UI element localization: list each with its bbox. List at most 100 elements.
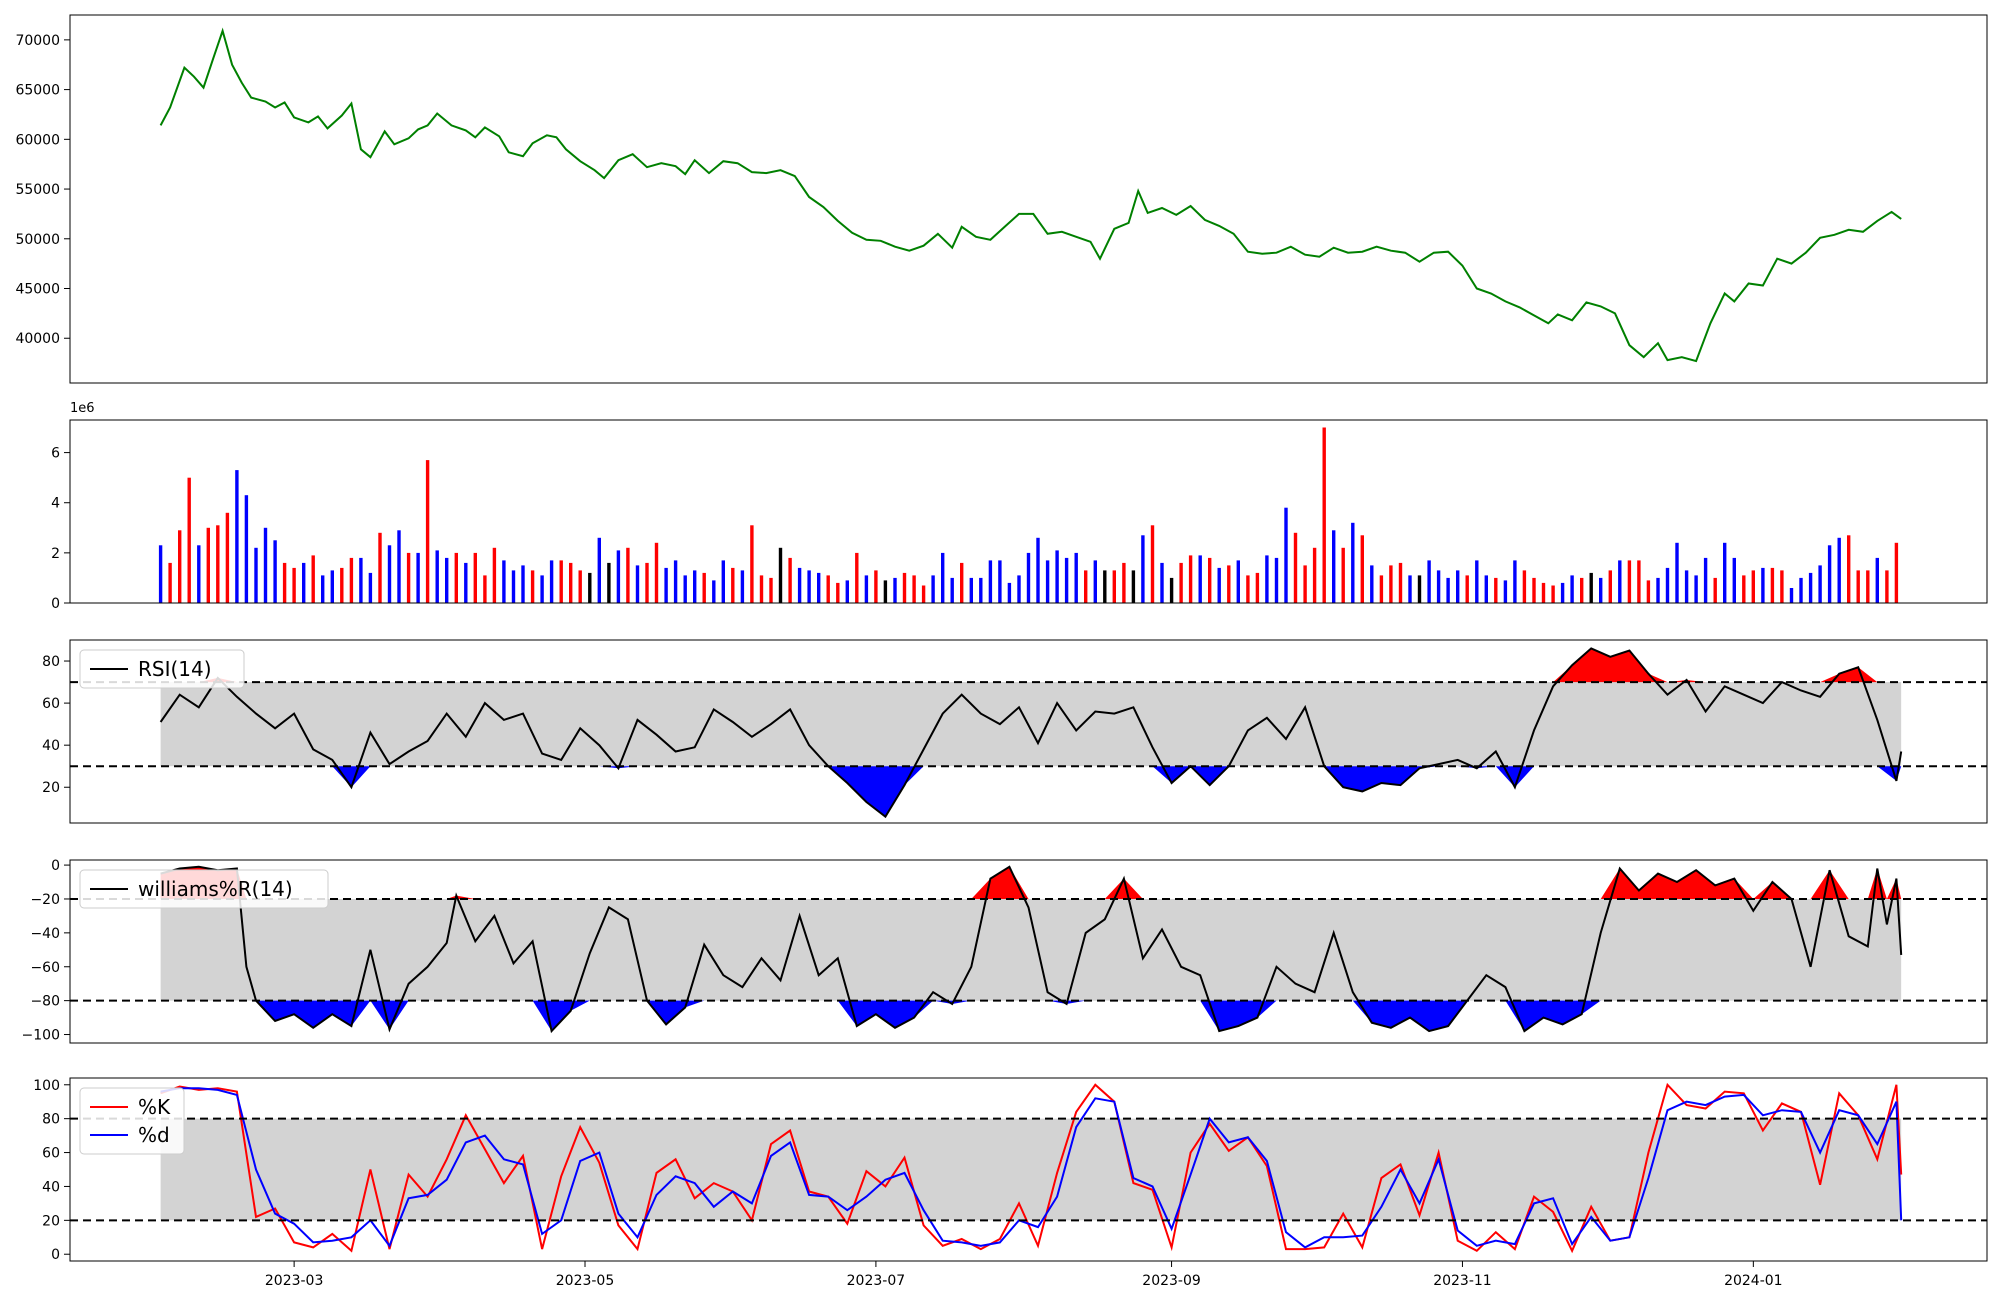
volume-bar (1818, 565, 1822, 603)
volume-bar (187, 477, 191, 603)
volume-bar (1627, 560, 1632, 603)
volume-bar (1665, 567, 1670, 603)
volume-axes-frame (69, 419, 1988, 604)
volume-bar (1389, 565, 1393, 603)
rsi-legend: RSI(14) (79, 649, 245, 689)
williams-r-legend: williams%R(14) (79, 869, 329, 909)
volume-bar (1570, 575, 1574, 603)
volume-bar (797, 567, 802, 603)
volume-bar (263, 527, 268, 603)
stochastic-ytick-label: 100 (33, 1078, 60, 1094)
price-ytick-label: 70000 (15, 33, 60, 49)
volume-bar (1580, 577, 1584, 603)
volume-bar (559, 560, 563, 603)
volume-bar (1122, 562, 1126, 603)
rsi-overbought-fill (160, 648, 1902, 683)
volume-bar (158, 545, 163, 603)
stochastic-legend-label: %K (138, 1095, 171, 1119)
volume-ytick-label: 6 (51, 446, 60, 462)
volume-bar (588, 572, 592, 603)
volume-bar (397, 530, 401, 603)
volume-bar (1465, 575, 1469, 603)
volume-bar (1761, 567, 1765, 603)
volume-bar (492, 547, 497, 603)
volume-bar (1703, 557, 1708, 603)
stochastic-ytick-label: 0 (51, 1247, 60, 1263)
volume-bar (1637, 560, 1641, 603)
volume-bar (1532, 577, 1536, 603)
volume-bar (683, 575, 687, 603)
volume-panel: 1e6 0 2 4 6 (51, 401, 1988, 612)
volume-bar (979, 577, 983, 603)
stochastic-legend-label: %d (138, 1123, 170, 1147)
volume-bar (626, 547, 630, 603)
volume-bar (197, 545, 201, 603)
volume-bar (1026, 552, 1031, 603)
rsi-line-0 (159, 647, 1903, 819)
volume-bar (1265, 555, 1269, 603)
volume-bar (1770, 567, 1775, 603)
volume-bar (549, 560, 554, 603)
volume-bar (1408, 575, 1412, 603)
volume-bar (950, 577, 954, 603)
volume-bar (988, 560, 993, 603)
volume-bar (1150, 525, 1155, 603)
volume-bar (1322, 427, 1326, 603)
volume-bar (454, 552, 458, 603)
volume-bar (1293, 532, 1298, 603)
volume-bar (1064, 557, 1069, 603)
volume-bar (731, 567, 735, 603)
volume-bar (616, 550, 621, 603)
volume-bar (1036, 537, 1040, 603)
volume-bar (1045, 560, 1050, 603)
rsi-legend-label: RSI(14) (138, 657, 212, 681)
stochastic-legend-box (79, 1087, 185, 1155)
volume-bar (445, 557, 449, 603)
volume-bar (645, 562, 649, 603)
volume-bar (1837, 537, 1841, 603)
rsi-ytick-label: 40 (42, 738, 60, 754)
volume-bar (540, 575, 544, 603)
volume-bar (1274, 557, 1279, 603)
volume-bar (1236, 560, 1240, 603)
volume-bar (292, 567, 296, 603)
volume-bar (864, 575, 869, 603)
volume-bar (378, 532, 382, 603)
volume-bar (1513, 560, 1517, 603)
volume-bar (435, 550, 439, 603)
williams-r-axes-frame (69, 859, 1988, 1044)
volume-bar (273, 540, 277, 603)
volume-bar (836, 582, 840, 603)
volume-bar (778, 547, 783, 603)
volume-bar (1360, 535, 1364, 603)
rsi-legend-box (79, 649, 245, 689)
volume-bar (1332, 530, 1336, 603)
price-ytick-label: 55000 (15, 182, 60, 198)
volume-bar (416, 552, 420, 603)
volume-bar (1446, 577, 1450, 603)
volume-bar (1875, 557, 1879, 603)
volume-bar (1646, 580, 1651, 603)
rsi-axes-frame (69, 639, 1988, 824)
williams-r-line-0 (160, 865, 1903, 1034)
volume-bar (1303, 565, 1307, 603)
volume-bar (1417, 575, 1422, 603)
stochastic-ytick-label: 40 (42, 1179, 60, 1195)
volume-bar (1847, 535, 1851, 603)
volume-bar (1208, 557, 1212, 603)
volume-bar (1427, 560, 1431, 603)
volume-bar (1551, 585, 1555, 603)
volume-bar (998, 560, 1002, 603)
volume-bar (941, 552, 945, 603)
volume-bar (473, 552, 477, 603)
volume-bar (673, 560, 678, 603)
volume-bar (511, 570, 516, 603)
volume-bar (1856, 570, 1860, 603)
volume-bar (1618, 560, 1622, 603)
williams-r-ytick-label: −80 (30, 994, 60, 1010)
volume-bar (1589, 572, 1593, 603)
volume-bar (168, 562, 172, 603)
x-axis: 2023-03 2023-05 2023-07 2023-09 2023-11 2024-… (265, 1261, 1783, 1289)
volume-bar (855, 552, 859, 603)
stochastic-axes-frame (69, 1077, 1988, 1262)
